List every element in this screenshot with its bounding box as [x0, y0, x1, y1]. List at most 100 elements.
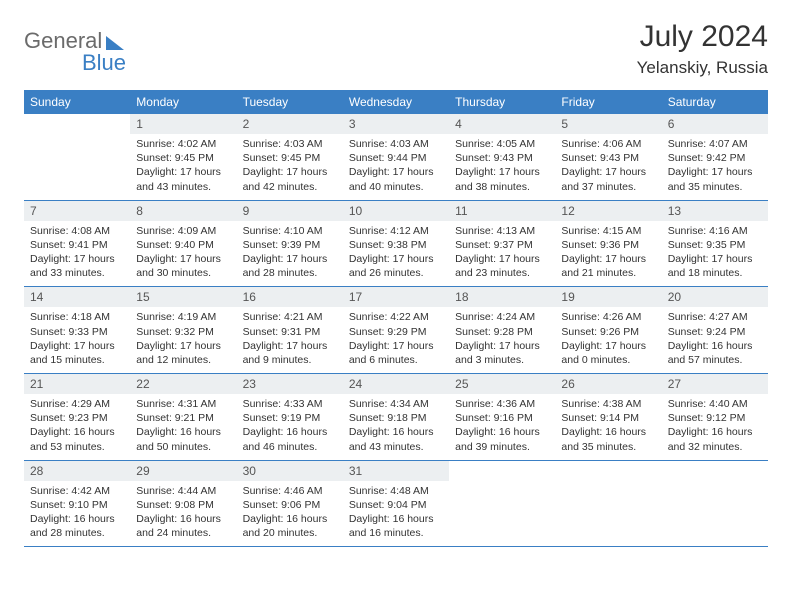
day-number: 7 [24, 201, 130, 221]
day-number: 28 [24, 461, 130, 481]
sunrise-text: Sunrise: 4:08 AM [30, 224, 124, 238]
daylight-text: Daylight: 17 hours and 9 minutes. [243, 339, 337, 367]
sunrise-text: Sunrise: 4:31 AM [136, 397, 230, 411]
day-body: Sunrise: 4:22 AMSunset: 9:29 PMDaylight:… [343, 307, 449, 373]
day-body: Sunrise: 4:21 AMSunset: 9:31 PMDaylight:… [237, 307, 343, 373]
dow-wednesday: Wednesday [343, 90, 449, 114]
day-cell [24, 114, 130, 200]
day-number: 12 [555, 201, 661, 221]
sunset-text: Sunset: 9:33 PM [30, 325, 124, 339]
day-cell: 27Sunrise: 4:40 AMSunset: 9:12 PMDayligh… [662, 374, 768, 460]
sunset-text: Sunset: 9:37 PM [455, 238, 549, 252]
day-number: 14 [24, 287, 130, 307]
day-cell: 14Sunrise: 4:18 AMSunset: 9:33 PMDayligh… [24, 287, 130, 373]
day-body: Sunrise: 4:18 AMSunset: 9:33 PMDaylight:… [24, 307, 130, 373]
day-cell: 21Sunrise: 4:29 AMSunset: 9:23 PMDayligh… [24, 374, 130, 460]
sunset-text: Sunset: 9:45 PM [243, 151, 337, 165]
sunrise-text: Sunrise: 4:40 AM [668, 397, 762, 411]
day-body: Sunrise: 4:07 AMSunset: 9:42 PMDaylight:… [662, 134, 768, 200]
daylight-text: Daylight: 16 hours and 57 minutes. [668, 339, 762, 367]
daylight-text: Daylight: 17 hours and 37 minutes. [561, 165, 655, 193]
page-header: GeneralBlue July 2024 Yelanskiy, Russia [24, 20, 768, 78]
dow-tuesday: Tuesday [237, 90, 343, 114]
day-cell: 5Sunrise: 4:06 AMSunset: 9:43 PMDaylight… [555, 114, 661, 200]
day-body: Sunrise: 4:40 AMSunset: 9:12 PMDaylight:… [662, 394, 768, 460]
day-number: 5 [555, 114, 661, 134]
sunrise-text: Sunrise: 4:13 AM [455, 224, 549, 238]
day-body: Sunrise: 4:10 AMSunset: 9:39 PMDaylight:… [237, 221, 343, 287]
sunrise-text: Sunrise: 4:03 AM [349, 137, 443, 151]
day-number: 2 [237, 114, 343, 134]
daylight-text: Daylight: 16 hours and 28 minutes. [30, 512, 124, 540]
day-number: 8 [130, 201, 236, 221]
day-cell: 22Sunrise: 4:31 AMSunset: 9:21 PMDayligh… [130, 374, 236, 460]
week-row: 28Sunrise: 4:42 AMSunset: 9:10 PMDayligh… [24, 461, 768, 548]
day-number: 4 [449, 114, 555, 134]
sunset-text: Sunset: 9:41 PM [30, 238, 124, 252]
daylight-text: Daylight: 16 hours and 35 minutes. [561, 425, 655, 453]
day-number: 19 [555, 287, 661, 307]
sunset-text: Sunset: 9:18 PM [349, 411, 443, 425]
sunrise-text: Sunrise: 4:18 AM [30, 310, 124, 324]
day-cell: 3Sunrise: 4:03 AMSunset: 9:44 PMDaylight… [343, 114, 449, 200]
dow-friday: Friday [555, 90, 661, 114]
day-number: 6 [662, 114, 768, 134]
sunrise-text: Sunrise: 4:36 AM [455, 397, 549, 411]
sunrise-text: Sunrise: 4:05 AM [455, 137, 549, 151]
day-cell: 7Sunrise: 4:08 AMSunset: 9:41 PMDaylight… [24, 201, 130, 287]
daylight-text: Daylight: 17 hours and 28 minutes. [243, 252, 337, 280]
sunset-text: Sunset: 9:24 PM [668, 325, 762, 339]
day-number: 11 [449, 201, 555, 221]
day-number [24, 114, 130, 120]
daylight-text: Daylight: 17 hours and 42 minutes. [243, 165, 337, 193]
day-body: Sunrise: 4:09 AMSunset: 9:40 PMDaylight:… [130, 221, 236, 287]
sunset-text: Sunset: 9:42 PM [668, 151, 762, 165]
day-body: Sunrise: 4:34 AMSunset: 9:18 PMDaylight:… [343, 394, 449, 460]
brand-triangle-icon [106, 36, 124, 50]
dow-sunday: Sunday [24, 90, 130, 114]
day-body: Sunrise: 4:46 AMSunset: 9:06 PMDaylight:… [237, 481, 343, 547]
day-number [555, 461, 661, 467]
brand-logo: GeneralBlue [24, 20, 126, 76]
title-block: July 2024 Yelanskiy, Russia [637, 20, 768, 78]
daylight-text: Daylight: 17 hours and 3 minutes. [455, 339, 549, 367]
day-cell: 29Sunrise: 4:44 AMSunset: 9:08 PMDayligh… [130, 461, 236, 547]
day-number: 18 [449, 287, 555, 307]
sunset-text: Sunset: 9:35 PM [668, 238, 762, 252]
dow-header-row: Sunday Monday Tuesday Wednesday Thursday… [24, 90, 768, 114]
day-cell: 2Sunrise: 4:03 AMSunset: 9:45 PMDaylight… [237, 114, 343, 200]
daylight-text: Daylight: 17 hours and 15 minutes. [30, 339, 124, 367]
day-cell: 18Sunrise: 4:24 AMSunset: 9:28 PMDayligh… [449, 287, 555, 373]
day-number: 30 [237, 461, 343, 481]
sunset-text: Sunset: 9:14 PM [561, 411, 655, 425]
sunset-text: Sunset: 9:43 PM [455, 151, 549, 165]
sunset-text: Sunset: 9:29 PM [349, 325, 443, 339]
day-number: 1 [130, 114, 236, 134]
day-cell: 19Sunrise: 4:26 AMSunset: 9:26 PMDayligh… [555, 287, 661, 373]
day-body: Sunrise: 4:12 AMSunset: 9:38 PMDaylight:… [343, 221, 449, 287]
day-body: Sunrise: 4:16 AMSunset: 9:35 PMDaylight:… [662, 221, 768, 287]
daylight-text: Daylight: 16 hours and 50 minutes. [136, 425, 230, 453]
day-body: Sunrise: 4:38 AMSunset: 9:14 PMDaylight:… [555, 394, 661, 460]
day-cell: 31Sunrise: 4:48 AMSunset: 9:04 PMDayligh… [343, 461, 449, 547]
dow-saturday: Saturday [662, 90, 768, 114]
day-cell: 17Sunrise: 4:22 AMSunset: 9:29 PMDayligh… [343, 287, 449, 373]
day-number: 24 [343, 374, 449, 394]
dow-monday: Monday [130, 90, 236, 114]
day-number: 13 [662, 201, 768, 221]
day-cell: 13Sunrise: 4:16 AMSunset: 9:35 PMDayligh… [662, 201, 768, 287]
daylight-text: Daylight: 17 hours and 35 minutes. [668, 165, 762, 193]
day-cell: 28Sunrise: 4:42 AMSunset: 9:10 PMDayligh… [24, 461, 130, 547]
day-body: Sunrise: 4:24 AMSunset: 9:28 PMDaylight:… [449, 307, 555, 373]
day-cell: 15Sunrise: 4:19 AMSunset: 9:32 PMDayligh… [130, 287, 236, 373]
sunset-text: Sunset: 9:36 PM [561, 238, 655, 252]
day-cell: 26Sunrise: 4:38 AMSunset: 9:14 PMDayligh… [555, 374, 661, 460]
weeks-container: 1Sunrise: 4:02 AMSunset: 9:45 PMDaylight… [24, 114, 768, 547]
sunset-text: Sunset: 9:28 PM [455, 325, 549, 339]
sunset-text: Sunset: 9:21 PM [136, 411, 230, 425]
day-number: 29 [130, 461, 236, 481]
day-body: Sunrise: 4:36 AMSunset: 9:16 PMDaylight:… [449, 394, 555, 460]
day-number: 10 [343, 201, 449, 221]
week-row: 14Sunrise: 4:18 AMSunset: 9:33 PMDayligh… [24, 287, 768, 374]
sunrise-text: Sunrise: 4:42 AM [30, 484, 124, 498]
